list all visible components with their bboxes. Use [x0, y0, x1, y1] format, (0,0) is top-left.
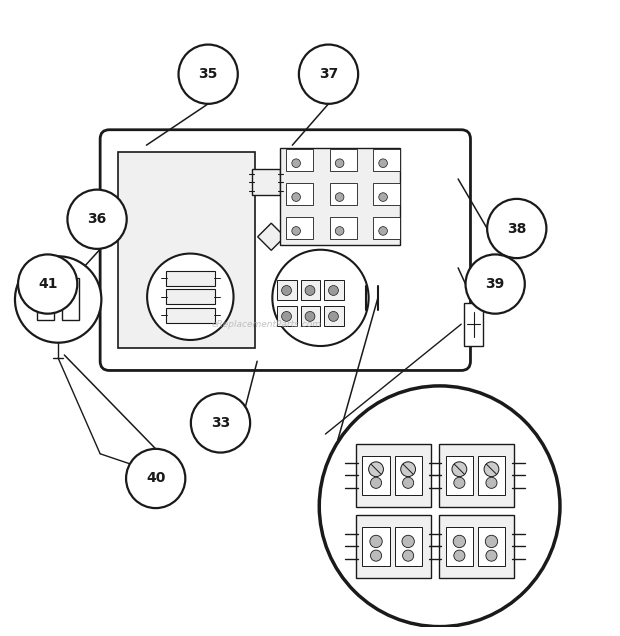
Circle shape: [329, 312, 339, 321]
FancyBboxPatch shape: [166, 271, 215, 286]
Circle shape: [454, 550, 465, 561]
Circle shape: [486, 550, 497, 561]
FancyBboxPatch shape: [166, 289, 215, 304]
Circle shape: [335, 193, 344, 202]
Circle shape: [402, 477, 414, 488]
Text: 41: 41: [38, 277, 58, 291]
Text: 33: 33: [211, 416, 230, 430]
Circle shape: [371, 550, 381, 561]
Circle shape: [453, 536, 466, 548]
FancyBboxPatch shape: [478, 527, 505, 566]
FancyBboxPatch shape: [363, 527, 389, 566]
FancyBboxPatch shape: [301, 306, 321, 326]
Circle shape: [126, 449, 185, 508]
FancyBboxPatch shape: [446, 527, 473, 566]
FancyBboxPatch shape: [100, 130, 471, 370]
FancyBboxPatch shape: [62, 279, 79, 321]
Circle shape: [292, 193, 301, 202]
FancyBboxPatch shape: [286, 217, 314, 239]
FancyBboxPatch shape: [373, 149, 401, 171]
Circle shape: [402, 550, 414, 561]
Circle shape: [485, 536, 498, 548]
Circle shape: [191, 393, 250, 453]
Circle shape: [335, 159, 344, 167]
Circle shape: [147, 254, 234, 340]
Circle shape: [319, 386, 560, 626]
Circle shape: [379, 193, 388, 202]
Text: 38: 38: [507, 221, 526, 235]
Text: eReplacementParts.com: eReplacementParts.com: [212, 320, 322, 329]
FancyBboxPatch shape: [439, 444, 515, 507]
Circle shape: [401, 462, 415, 476]
Circle shape: [484, 462, 499, 476]
Circle shape: [487, 199, 546, 258]
Circle shape: [329, 286, 339, 295]
Circle shape: [15, 256, 102, 343]
FancyBboxPatch shape: [330, 217, 357, 239]
Circle shape: [18, 254, 78, 314]
Text: 35: 35: [198, 67, 218, 81]
Circle shape: [305, 286, 315, 295]
FancyBboxPatch shape: [252, 169, 280, 195]
FancyBboxPatch shape: [356, 515, 431, 578]
Text: 40: 40: [146, 471, 166, 485]
Circle shape: [179, 45, 238, 104]
Text: 36: 36: [87, 212, 107, 226]
FancyBboxPatch shape: [330, 149, 357, 171]
FancyBboxPatch shape: [277, 280, 297, 300]
FancyBboxPatch shape: [280, 148, 400, 245]
FancyBboxPatch shape: [373, 217, 401, 239]
Circle shape: [486, 477, 497, 488]
Text: 39: 39: [485, 277, 505, 291]
FancyBboxPatch shape: [118, 152, 255, 349]
FancyBboxPatch shape: [330, 183, 357, 205]
FancyBboxPatch shape: [286, 183, 314, 205]
FancyBboxPatch shape: [478, 455, 505, 495]
Text: 37: 37: [319, 67, 338, 81]
Circle shape: [371, 477, 381, 488]
Circle shape: [335, 226, 344, 235]
Circle shape: [369, 462, 383, 476]
Circle shape: [292, 226, 301, 235]
FancyBboxPatch shape: [394, 527, 422, 566]
FancyBboxPatch shape: [324, 280, 344, 300]
Circle shape: [466, 254, 525, 314]
Circle shape: [305, 312, 315, 321]
Circle shape: [379, 159, 388, 167]
FancyBboxPatch shape: [324, 306, 344, 326]
FancyBboxPatch shape: [373, 183, 401, 205]
Circle shape: [281, 286, 291, 295]
Circle shape: [281, 312, 291, 321]
Circle shape: [454, 477, 465, 488]
Circle shape: [292, 159, 301, 167]
FancyBboxPatch shape: [439, 515, 515, 578]
Circle shape: [272, 250, 369, 346]
Circle shape: [452, 462, 467, 476]
Circle shape: [299, 45, 358, 104]
FancyBboxPatch shape: [286, 149, 314, 171]
FancyBboxPatch shape: [446, 455, 473, 495]
Circle shape: [402, 536, 414, 548]
Polygon shape: [258, 223, 285, 251]
Circle shape: [379, 226, 388, 235]
Bar: [464, 303, 483, 346]
Circle shape: [370, 536, 382, 548]
FancyBboxPatch shape: [394, 455, 422, 495]
Circle shape: [68, 190, 126, 249]
FancyBboxPatch shape: [277, 306, 297, 326]
FancyBboxPatch shape: [301, 280, 321, 300]
FancyBboxPatch shape: [356, 444, 431, 507]
FancyBboxPatch shape: [37, 279, 55, 321]
FancyBboxPatch shape: [166, 308, 215, 322]
FancyBboxPatch shape: [363, 455, 389, 495]
